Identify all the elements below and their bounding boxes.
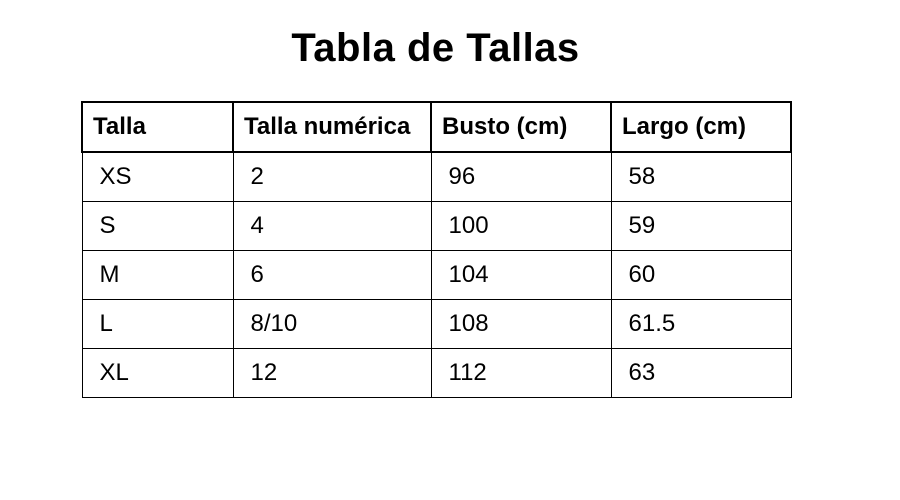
header-cell-busto: Busto (cm) (430, 101, 612, 153)
table-cell: 104 (430, 250, 612, 300)
table-cell: 63 (610, 348, 792, 398)
table-cell: 60 (610, 250, 792, 300)
table-cell: 12 (232, 348, 432, 398)
table-cell: M (81, 250, 234, 300)
page-title: Tabla de Tallas (291, 26, 580, 70)
table-cell: 61.5 (610, 299, 792, 349)
table-cell: L (81, 299, 234, 349)
table-cell: XL (81, 348, 234, 398)
header-cell-largo: Largo (cm) (610, 101, 792, 153)
table-row: M 6 104 60 (81, 250, 792, 300)
header-cell-talla: Talla (81, 101, 234, 153)
table-row: S 4 100 59 (81, 201, 792, 251)
table-cell: 100 (430, 201, 612, 251)
table-cell: S (81, 201, 234, 251)
table-header-row: Talla Talla numérica Busto (cm) Largo (c… (81, 101, 792, 153)
table-cell: 8/10 (232, 299, 432, 349)
header-cell-talla-numerica: Talla numérica (232, 101, 432, 153)
table-cell: XS (81, 151, 234, 202)
table-row: L 8/10 108 61.5 (81, 299, 792, 349)
table-cell: 2 (232, 151, 432, 202)
table-cell: 108 (430, 299, 612, 349)
table-row: XS 2 96 58 (81, 151, 792, 202)
table-row: XL 12 112 63 (81, 348, 792, 398)
table-cell: 59 (610, 201, 792, 251)
table-cell: 58 (610, 151, 792, 202)
table-cell: 112 (430, 348, 612, 398)
size-table: Talla Talla numérica Busto (cm) Largo (c… (81, 101, 792, 398)
table-cell: 6 (232, 250, 432, 300)
table-cell: 96 (430, 151, 612, 202)
table-cell: 4 (232, 201, 432, 251)
